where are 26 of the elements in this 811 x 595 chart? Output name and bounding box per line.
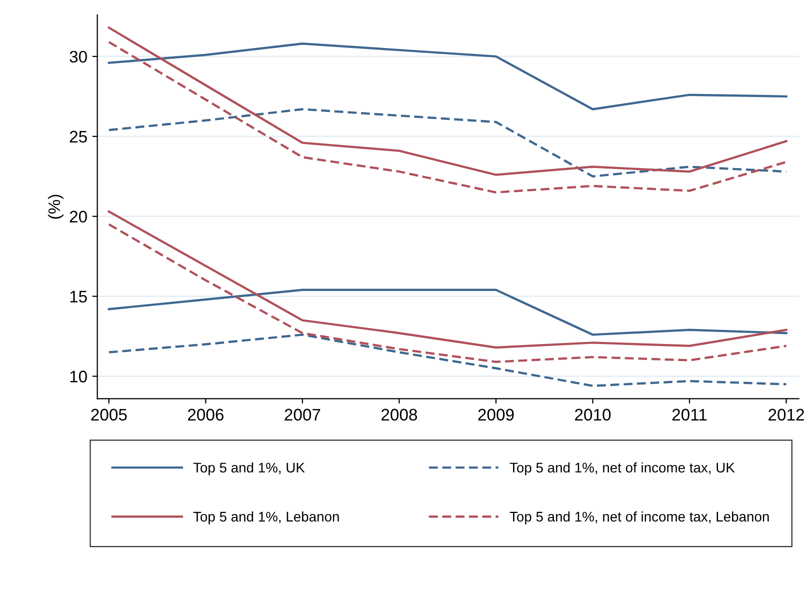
line-series [108,40,788,194]
x-tick-label: 2010 [575,408,611,421]
line-series [108,223,788,363]
y-axis-title: (%) [48,194,64,219]
y-tick-label: 20 [70,210,87,223]
legend-label: Top 5 and 1%, Lebanon [193,511,339,524]
legend-label: Top 5 and 1%, net of income tax, Lebanon [510,511,769,524]
line-series [108,26,788,176]
y-tick-label: 15 [70,290,87,303]
x-tick-label: 2007 [284,408,320,421]
line-series [108,334,788,387]
y-tick-label: 30 [70,50,87,63]
line-series [108,108,788,178]
legend-label: Top 5 and 1%, UK [193,462,305,476]
y-tick-label: 10 [70,370,87,382]
legend-label: Top 5 and 1%, net of income tax, UK [510,462,735,476]
line-series [108,210,788,349]
x-tick-label: 2009 [478,408,514,421]
line-series [108,288,788,336]
x-tick-label: 2008 [382,408,418,421]
x-tick-label: 2012 [768,408,804,421]
x-tick-label: 2006 [188,408,224,421]
x-tick-label: 2005 [91,408,127,421]
x-tick-label: 2011 [672,408,707,421]
y-tick-label: 25 [70,130,87,143]
line-series [108,42,788,110]
